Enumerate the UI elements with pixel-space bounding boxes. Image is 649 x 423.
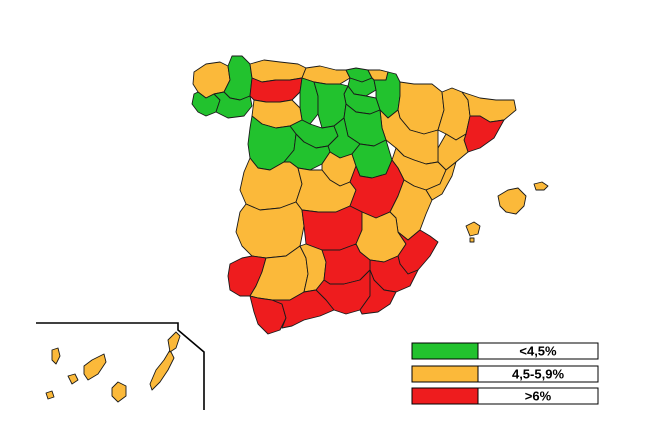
legend-swatch bbox=[411, 342, 479, 360]
province-ourense bbox=[213, 91, 253, 119]
legend-label-box bbox=[477, 365, 599, 383]
legend-label-box bbox=[477, 387, 599, 405]
legend-swatch bbox=[411, 387, 479, 405]
province-formentera bbox=[469, 237, 475, 243]
legend: <4,5% 4,5-5,9% >6% bbox=[411, 342, 599, 405]
island-la-gomera bbox=[67, 373, 79, 385]
island-el-hierro bbox=[45, 390, 55, 400]
province-leon bbox=[249, 77, 303, 103]
legend-item: 4,5-5,9% bbox=[411, 365, 599, 383]
legend-label: <4,5% bbox=[519, 344, 557, 359]
province-zaragoza bbox=[379, 109, 439, 165]
island-gran-canaria bbox=[111, 381, 127, 403]
canary-inset-frame bbox=[36, 322, 205, 410]
island-lanzarote bbox=[167, 331, 181, 353]
island-fuerteventura bbox=[149, 349, 175, 391]
legend-label: 4,5-5,9% bbox=[512, 367, 564, 382]
legend-label: >6% bbox=[525, 389, 552, 404]
province-ciudad-real bbox=[301, 205, 363, 251]
island-la-palma bbox=[51, 347, 61, 365]
legend-item: >6% bbox=[411, 387, 599, 405]
legend-swatch bbox=[411, 365, 479, 383]
province-badajoz bbox=[235, 201, 305, 259]
province-mallorca bbox=[497, 187, 527, 215]
legend-label-box bbox=[477, 342, 599, 360]
province-avila bbox=[283, 133, 331, 171]
province-cadiz bbox=[249, 295, 287, 335]
province-barcelona bbox=[463, 115, 505, 153]
province-malaga bbox=[271, 289, 335, 329]
province-castellon bbox=[425, 161, 457, 201]
province-almeria bbox=[359, 269, 397, 315]
province-alicante bbox=[397, 229, 439, 275]
legend-item: <4,5% bbox=[411, 342, 599, 360]
island-tenerife bbox=[83, 353, 107, 381]
province-menorca bbox=[533, 181, 549, 191]
province-ibiza bbox=[465, 221, 481, 237]
